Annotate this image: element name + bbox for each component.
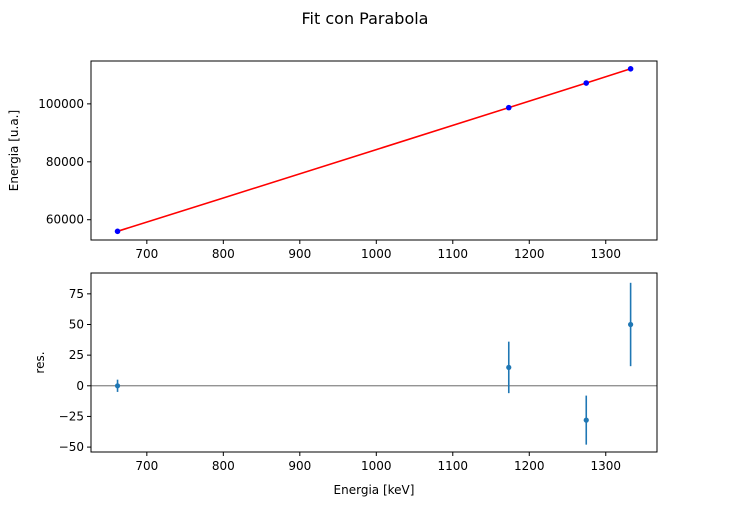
x-tick-label: 1200	[514, 459, 545, 473]
x-tick-label: 1300	[590, 459, 621, 473]
axes-frame	[90, 60, 658, 241]
x-tick-label: 1000	[361, 247, 392, 261]
y-tick-label: 75	[69, 287, 84, 301]
figure-title: Fit con Parabola	[302, 9, 429, 28]
x-tick-label: 1000	[361, 459, 392, 473]
y-tick-label: 100000	[38, 97, 84, 111]
y-tick-label: 60000	[46, 213, 84, 227]
x-tick-label: 1100	[438, 459, 469, 473]
residual-point	[506, 364, 512, 371]
x-tick-label: 1200	[514, 247, 545, 261]
y-tick-label: −25	[59, 409, 84, 423]
x-tick-label: 700	[135, 459, 158, 473]
x-tick-label: 700	[135, 247, 158, 261]
data-point	[505, 104, 512, 111]
y-tick-label: −50	[59, 440, 84, 454]
fit-panel: Energia [u.a.] 700 800 900 1000 1100 1200 1300…	[7, 60, 658, 261]
y-tick-label: 50	[69, 317, 84, 331]
fit-panel-ylabel: Energia [u.a.]	[7, 110, 21, 191]
axes-frame	[90, 272, 658, 453]
x-tick-label: 900	[288, 247, 311, 261]
x-tick-label: 800	[212, 459, 235, 473]
residual-point	[628, 321, 634, 328]
residual-point	[114, 383, 121, 389]
residuals-panel: res. Energia [keV] 700 800 900 1000 1100 1200…	[33, 272, 658, 497]
y-tick-label: 0	[76, 379, 84, 393]
data-point	[583, 80, 590, 86]
x-tick-label: 1100	[438, 247, 469, 261]
x-tick-label: 900	[288, 459, 311, 473]
fit-curve	[117, 68, 631, 233]
data-point	[114, 228, 121, 235]
data-point	[627, 66, 634, 72]
y-tick-label: 25	[69, 348, 84, 362]
x-tick-label: 1300	[590, 247, 621, 261]
x-tick-label: 800	[212, 247, 235, 261]
residuals-panel-ylabel: res.	[33, 351, 47, 373]
y-tick-label: 80000	[46, 155, 84, 169]
residual-point	[583, 417, 589, 423]
residuals-panel-xlabel: Energia [keV]	[334, 483, 415, 497]
